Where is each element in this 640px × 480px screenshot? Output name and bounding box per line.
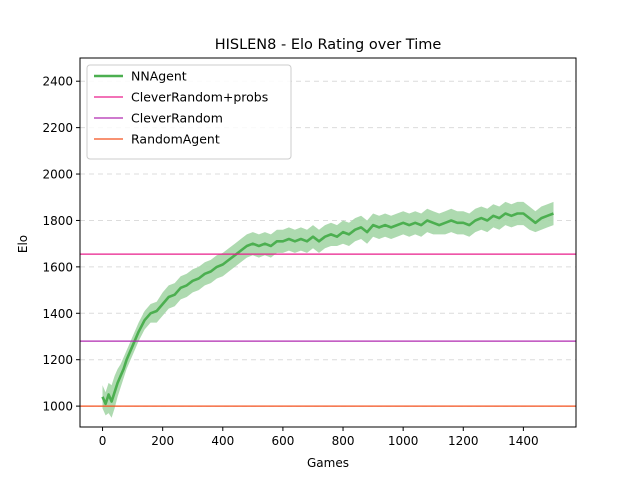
legend-label: RandomAgent: [131, 132, 220, 147]
confidence-band: [102, 201, 554, 418]
x-tick-label: 200: [151, 434, 174, 448]
x-tick-label: 1200: [448, 434, 479, 448]
plot-frame: [79, 57, 577, 428]
legend-label: CleverRandom+probs: [131, 90, 268, 105]
x-tick-label: 800: [332, 434, 355, 448]
y-tick-label: 1400: [42, 307, 73, 321]
y-tick-label: 2200: [42, 121, 73, 135]
series-layer: [80, 201, 576, 418]
legend-box: [86, 64, 292, 160]
x-tick-label: 1400: [508, 434, 539, 448]
x-tick-label: 400: [211, 434, 234, 448]
axes: 0 200 400 600 800 1000 1200 1400 1000 1200 1400 160…: [42, 57, 577, 448]
x-axis-label: Games: [307, 456, 349, 470]
series-line: [101, 212, 554, 406]
y-tick-label: 1000: [42, 400, 73, 414]
legend: NNAgent CleverRandom+probs CleverRandom Ran…: [86, 64, 292, 160]
y-tick-label: 1600: [42, 260, 73, 274]
y-tick-label: 1800: [42, 214, 73, 228]
y-tick-label: 2400: [42, 75, 73, 89]
legend-label: CleverRandom: [131, 111, 223, 126]
y-axis-label: Elo: [16, 235, 30, 253]
y-tick-label: 2000: [42, 168, 73, 182]
x-tick-label: 0: [99, 434, 107, 448]
x-tick-label: 1000: [388, 434, 419, 448]
chart-title: HISLEN8 - Elo Rating over Time: [215, 37, 442, 53]
legend-label: NNAgent: [131, 69, 187, 84]
y-tick-label: 1200: [42, 353, 73, 367]
x-tick-label: 600: [271, 434, 294, 448]
